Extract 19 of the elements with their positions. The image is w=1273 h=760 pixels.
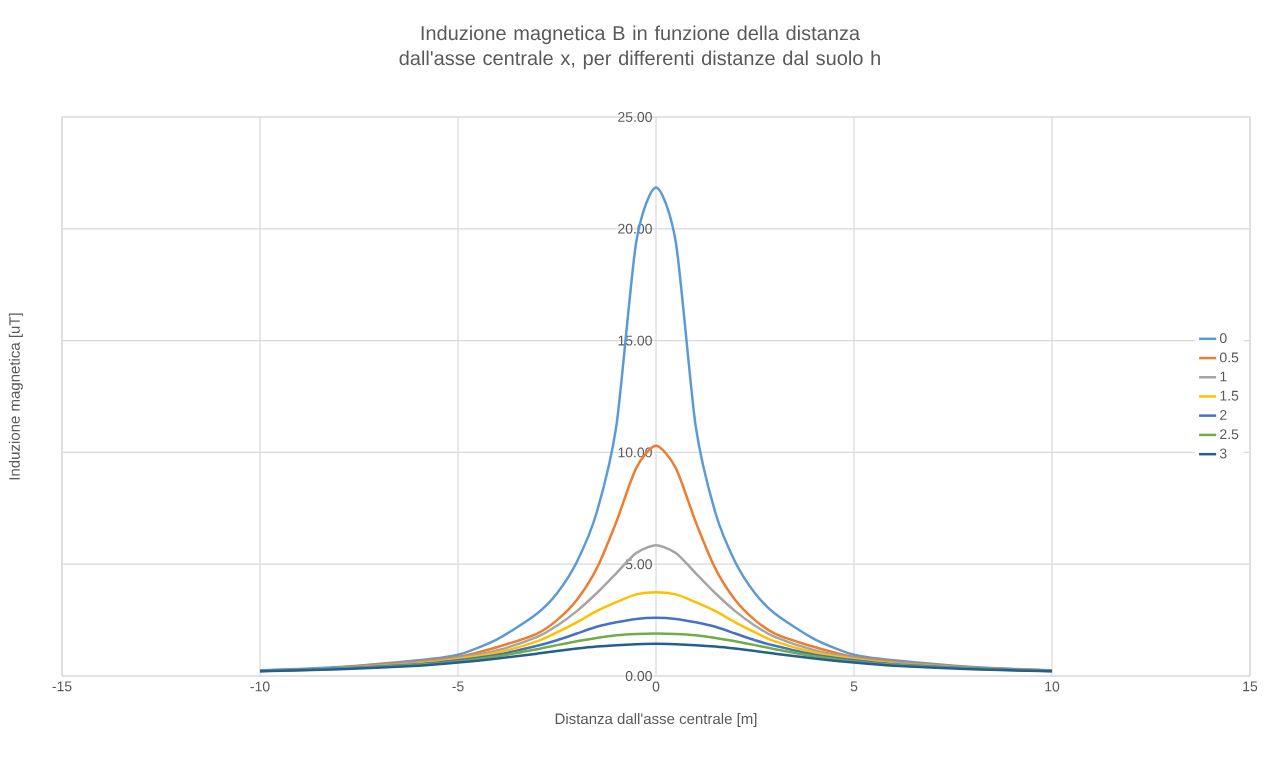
x-tick-label: 10	[1045, 681, 1060, 692]
x-tick-label: -10	[250, 681, 270, 692]
y-axis-title: Induzione magnetica [uT]	[8, 313, 23, 480]
legend-label: 1.5	[1220, 390, 1239, 401]
x-tick-label: 5	[850, 681, 858, 692]
y-tick-label: 25.00	[618, 112, 652, 122]
legend-label: 3	[1219, 448, 1227, 459]
y-tick-label: 0.00	[625, 671, 652, 681]
legend-label: 0.5	[1219, 352, 1239, 363]
chart-title: Induzione magnetica B in funzione della distanza dall'asse centrale x, per differenti distanze dal suolo h	[399, 25, 880, 70]
legend-label: 2	[1220, 409, 1227, 420]
legend-label: 0	[1219, 333, 1227, 344]
x-tick-label: 0	[652, 681, 660, 692]
x-tick-label: -5	[452, 681, 464, 692]
legend-label: 2.5	[1220, 429, 1239, 440]
x-axis-title: Distanza dall'asse centrale [m]	[555, 713, 757, 728]
x-tick-label: 15	[1243, 681, 1258, 692]
x-tick-label: -15	[52, 681, 72, 692]
legend-label: 1	[1220, 371, 1227, 382]
